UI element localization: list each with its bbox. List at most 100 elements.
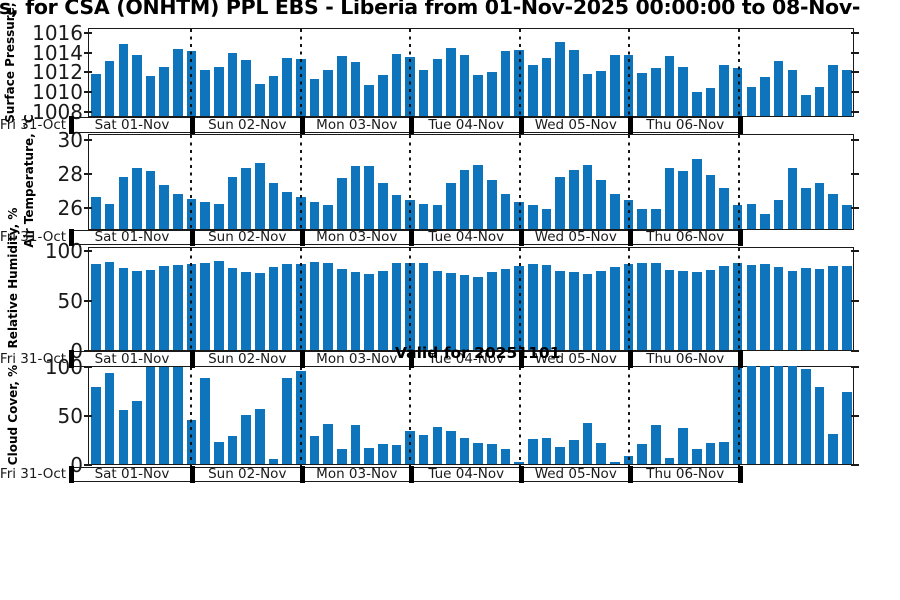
bar (173, 48, 183, 116)
bar (118, 43, 129, 116)
bar (446, 430, 456, 464)
bar (746, 265, 757, 350)
x-label-fri31oct: Fri 31-Oct (0, 466, 67, 483)
bar (814, 386, 825, 464)
y-tick-right (851, 300, 859, 302)
bar (350, 424, 361, 464)
bar (227, 268, 238, 350)
bar (610, 193, 620, 229)
valid-annotation: Valid for 20251101 (395, 344, 561, 362)
bar (842, 205, 852, 229)
bar (214, 442, 224, 464)
bar (705, 87, 716, 116)
day-boundary-line (299, 29, 302, 118)
bar (814, 183, 825, 229)
bar (541, 58, 552, 116)
bar (760, 365, 770, 464)
day-label: Wed 05-Nov (534, 466, 617, 483)
day-label: Sat 01-Nov (94, 350, 170, 367)
bar (719, 442, 729, 464)
y-tick-right (851, 414, 859, 417)
bar (432, 205, 443, 229)
day-boundary-line (518, 29, 521, 118)
day-separator (69, 228, 74, 246)
y-tick-left (84, 173, 92, 176)
bar (596, 179, 606, 229)
bar (282, 264, 292, 350)
bar (391, 195, 402, 229)
y-axis-label: Cloud Cover, % (5, 365, 21, 465)
bar (418, 434, 429, 464)
day-label-row-frame (69, 466, 743, 482)
bar (596, 271, 606, 350)
day-label: Thu 06-Nov (646, 466, 725, 483)
bar (309, 79, 320, 116)
bar (814, 86, 825, 116)
bar (582, 74, 593, 116)
bar (487, 272, 497, 350)
day-separator (518, 465, 524, 483)
y-tick-right (851, 250, 859, 252)
bar (446, 47, 456, 116)
bar (746, 365, 757, 464)
day-separator (628, 116, 633, 134)
panel-surface_pressure (88, 28, 854, 118)
day-separator (190, 350, 195, 368)
bar (282, 58, 292, 116)
bar (214, 261, 224, 350)
bar (705, 270, 716, 350)
y-tick-left (84, 300, 92, 302)
day-label: Mon 03-Nov (316, 116, 398, 133)
bar (255, 162, 265, 229)
bar (173, 265, 183, 350)
bar (200, 263, 211, 350)
bar (364, 85, 374, 116)
day-boundary-line (409, 248, 411, 352)
bar (487, 179, 497, 229)
y-tick-left (84, 207, 92, 210)
bar (664, 458, 675, 464)
bar (637, 444, 647, 464)
day-label-row-frame (69, 117, 743, 133)
bar (719, 188, 729, 229)
day-label: Wed 05-Nov (534, 350, 617, 367)
bar (569, 169, 579, 229)
bar (555, 176, 565, 229)
day-boundary-line (518, 135, 521, 231)
bar (596, 71, 606, 116)
bar (309, 435, 320, 464)
bar (282, 191, 292, 229)
bar (268, 459, 279, 464)
bar (391, 445, 402, 464)
bar (159, 266, 170, 350)
bar (227, 52, 238, 116)
bar (377, 271, 388, 350)
bar (842, 266, 852, 350)
y-tick-left (84, 414, 92, 417)
day-label: Sat 01-Nov (94, 229, 170, 246)
bar (214, 203, 224, 229)
day-label-row: Fri 31-Oct Sat 01-Nov Sun 02-Nov Mon 03-Nov… (0, 228, 900, 246)
y-tick-right (851, 51, 859, 54)
y-tick-right (851, 464, 859, 466)
bar (350, 166, 361, 229)
day-boundary-line (299, 135, 302, 231)
day-label: Tue 04-Nov (428, 466, 505, 483)
bar (691, 449, 702, 464)
bar (364, 274, 374, 350)
day-boundary-line (737, 248, 740, 352)
bar (705, 174, 716, 229)
bar (446, 183, 456, 229)
bar (691, 91, 702, 116)
bar (241, 272, 251, 350)
bar (241, 167, 251, 229)
bar (159, 365, 170, 464)
day-label: Sun 02-Nov (208, 466, 287, 483)
bar (255, 273, 265, 350)
y-tick-right (851, 173, 859, 176)
bar (637, 208, 647, 229)
bar (500, 449, 511, 464)
bar (459, 169, 470, 229)
bar (610, 267, 620, 350)
bar (760, 77, 770, 116)
